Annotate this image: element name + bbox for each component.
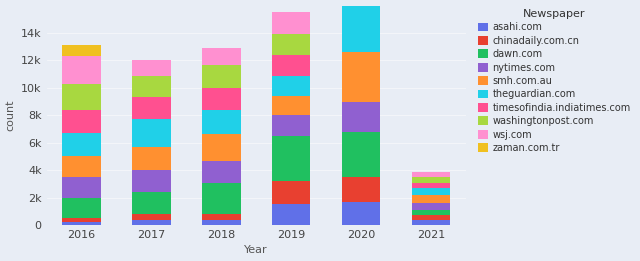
- Bar: [62, 110, 100, 133]
- Bar: [272, 75, 310, 96]
- Bar: [412, 220, 450, 225]
- Bar: [412, 177, 450, 182]
- Bar: [272, 115, 310, 136]
- Bar: [272, 136, 310, 181]
- Bar: [202, 161, 241, 182]
- Bar: [342, 202, 380, 225]
- Bar: [62, 156, 100, 177]
- Bar: [132, 61, 171, 75]
- Y-axis label: count: count: [6, 99, 15, 131]
- Bar: [412, 203, 450, 210]
- Bar: [412, 188, 450, 195]
- Bar: [202, 110, 241, 134]
- Bar: [202, 214, 241, 220]
- Bar: [202, 182, 241, 214]
- Bar: [412, 182, 450, 188]
- Bar: [62, 45, 100, 56]
- Bar: [202, 48, 241, 64]
- Bar: [412, 195, 450, 203]
- Bar: [132, 170, 171, 192]
- Bar: [412, 215, 450, 220]
- Bar: [342, 2, 380, 52]
- Legend: asahi.com, chinadaily.com.cn, dawn.com, nytimes.com, smh.com.au, theguardian.com: asahi.com, chinadaily.com.cn, dawn.com, …: [475, 6, 634, 156]
- Bar: [272, 55, 310, 75]
- Bar: [132, 97, 171, 119]
- Bar: [132, 147, 171, 170]
- Bar: [412, 171, 450, 177]
- Bar: [342, 132, 380, 177]
- Bar: [62, 222, 100, 225]
- Bar: [132, 214, 171, 220]
- Bar: [342, 102, 380, 132]
- Bar: [412, 210, 450, 215]
- Bar: [202, 134, 241, 161]
- Bar: [62, 84, 100, 110]
- Bar: [202, 220, 241, 225]
- Bar: [272, 96, 310, 115]
- Bar: [132, 220, 171, 225]
- Bar: [272, 204, 310, 225]
- Bar: [62, 177, 100, 198]
- Bar: [62, 56, 100, 84]
- Bar: [272, 181, 310, 204]
- Bar: [132, 119, 171, 147]
- Bar: [62, 198, 100, 218]
- Bar: [342, 0, 380, 2]
- Bar: [62, 133, 100, 156]
- Bar: [272, 34, 310, 55]
- X-axis label: Year: Year: [244, 245, 268, 256]
- Bar: [272, 13, 310, 34]
- Bar: [342, 52, 380, 102]
- Bar: [132, 192, 171, 214]
- Bar: [202, 88, 241, 110]
- Bar: [202, 64, 241, 88]
- Bar: [342, 177, 380, 202]
- Bar: [132, 75, 171, 97]
- Bar: [62, 218, 100, 222]
